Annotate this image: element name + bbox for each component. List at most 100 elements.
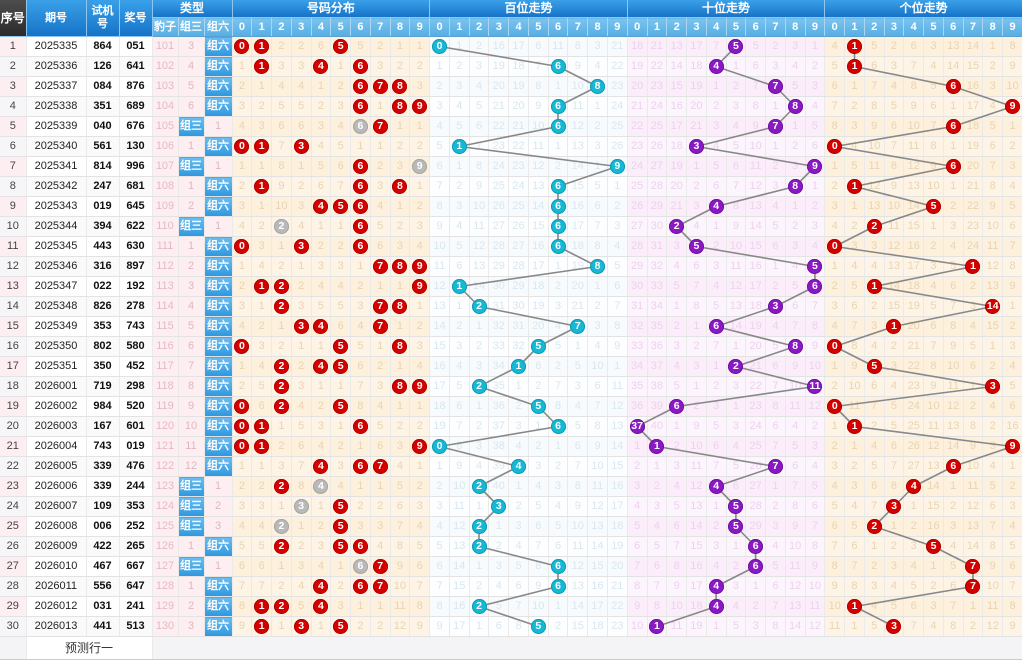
- cell-shi: 1: [726, 396, 747, 417]
- cell-shi: 5: [805, 116, 826, 137]
- cell-ge: 3: [963, 296, 984, 317]
- header-digit-1-2: 2: [469, 17, 490, 37]
- cell-zuliu: 组六: [204, 536, 233, 557]
- cell-dist: 1: [390, 36, 411, 57]
- hit-marker: 2: [273, 279, 289, 294]
- cell-dist: 5: [330, 356, 352, 377]
- cell-bai: 19: [607, 536, 628, 557]
- header-digit-3-7: 7: [963, 17, 984, 37]
- cell-bai: 9: [449, 456, 470, 477]
- hit-marker: 8: [392, 299, 408, 314]
- cell-baozi: 104: [152, 96, 179, 117]
- cell-bai: 0: [429, 36, 450, 57]
- cell-zusan: 1: [178, 576, 205, 597]
- cell-ge: 4: [864, 436, 885, 457]
- cell-dist: 7: [370, 456, 391, 477]
- cell-dist: 2: [311, 236, 332, 257]
- cell-ge: 18: [963, 116, 984, 137]
- cell-ge: 5: [943, 556, 964, 577]
- cell-shi: 7: [706, 336, 727, 357]
- cell-bai: 11: [528, 136, 549, 157]
- cell-dist: 4: [311, 136, 332, 157]
- cell-bai: 2: [548, 616, 569, 637]
- cell-dist: 5: [330, 496, 352, 517]
- cell-dist: 7: [370, 76, 391, 97]
- cell-prize-number: 647: [119, 576, 153, 597]
- cell-bai: 19: [508, 76, 529, 97]
- cell-shi: 3: [706, 116, 727, 137]
- cell-dist: 3: [271, 456, 292, 477]
- cell-ge: 4: [824, 36, 846, 57]
- header-group-1: 号码分布: [231, 0, 431, 18]
- cell-bai: 27: [488, 216, 510, 237]
- cell-ge: 10: [943, 356, 964, 377]
- cell-shi: 3: [726, 376, 747, 397]
- cell-dist: 4: [231, 216, 253, 237]
- cell-ge: 5: [923, 76, 944, 97]
- cell-ge: 5: [923, 296, 944, 317]
- cell-shi: 7: [726, 176, 747, 197]
- footer-spacer: [0, 636, 27, 660]
- cell-shi: 3: [765, 176, 786, 197]
- cell-shi: 10: [805, 576, 826, 597]
- cell-bai: 1: [469, 396, 490, 417]
- header-digit-0-3: 3: [291, 17, 312, 37]
- cell-shi: 5: [666, 276, 687, 297]
- cell-zusan: 1: [178, 236, 205, 257]
- cell-try-number: 167: [86, 416, 120, 437]
- cell-shi: 9: [686, 416, 707, 437]
- hit-marker: 0: [234, 139, 250, 154]
- cell-ge: 6: [884, 116, 905, 137]
- cell-bai: 10: [587, 456, 608, 477]
- cell-ge: 6: [824, 76, 846, 97]
- cell-bai: 28: [508, 256, 529, 277]
- cell-ge: 2: [903, 516, 925, 537]
- cell-ge: 6: [923, 96, 944, 117]
- hit-marker: 7: [372, 299, 388, 314]
- header-col-2: 试机号: [86, 0, 120, 37]
- header-digit-0-4: 4: [311, 17, 332, 37]
- hit-marker: 6: [352, 199, 368, 214]
- table-row: 9 2025343 019 645 109 2 组六 3 1 10 3 4 5 6 4 1 2 8 3 10 26 25 1…: [0, 196, 1022, 217]
- cell-ge: 8: [923, 136, 944, 157]
- table-row: 23 2026006 339 244 123 组三 1 2 2 2 8 4 4 1 1 5 2 2 10 2 40 1 4 3…: [0, 476, 1022, 497]
- cell-ge: 7: [824, 536, 846, 557]
- hit-marker: 3: [688, 139, 704, 154]
- cell-bai: 2: [508, 396, 529, 417]
- cell-zuliu: 组六: [204, 336, 233, 357]
- hit-marker: 6: [352, 59, 368, 74]
- cell-shi: 30: [647, 216, 668, 237]
- cell-ge: 1: [982, 36, 1004, 57]
- cell-bai: 8: [587, 76, 608, 97]
- cell-dist: 6: [330, 156, 352, 177]
- cell-bai: 3: [469, 436, 490, 457]
- cell-ge: 5: [982, 476, 1004, 497]
- cell-issue: 2026003: [26, 416, 87, 437]
- header-seq: 序号: [0, 0, 27, 37]
- cell-ge: 7: [1002, 236, 1022, 257]
- hit-marker: 1: [846, 39, 862, 54]
- cell-ge: 6: [923, 316, 944, 337]
- cell-bai: 2: [548, 356, 569, 377]
- cell-dist: 4: [311, 476, 332, 497]
- cell-dist: 3: [291, 236, 312, 257]
- cell-ge: 1: [864, 536, 885, 557]
- cell-shi: 4: [706, 196, 727, 217]
- cell-shi: 1: [726, 536, 747, 557]
- cell-bai: 8: [607, 316, 628, 337]
- cell-dist: 3: [409, 336, 431, 357]
- hit-marker: 3: [293, 239, 309, 254]
- cell-bai: 17: [429, 376, 450, 397]
- cell-issue: 2026004: [26, 436, 87, 457]
- cell-ge: 7: [903, 56, 925, 77]
- cell-dist: 3: [390, 436, 411, 457]
- cell-bai: 20: [508, 96, 529, 117]
- cell-ge: 24: [903, 396, 925, 417]
- cell-shi: 18: [686, 596, 707, 617]
- cell-shi: 5: [726, 456, 747, 477]
- cell-shi: 4: [647, 516, 668, 537]
- cell-shi: 5: [805, 256, 826, 277]
- cell-dist: 7: [370, 556, 391, 577]
- cell-shi: 5: [765, 216, 786, 237]
- cell-ge: 5: [864, 616, 885, 637]
